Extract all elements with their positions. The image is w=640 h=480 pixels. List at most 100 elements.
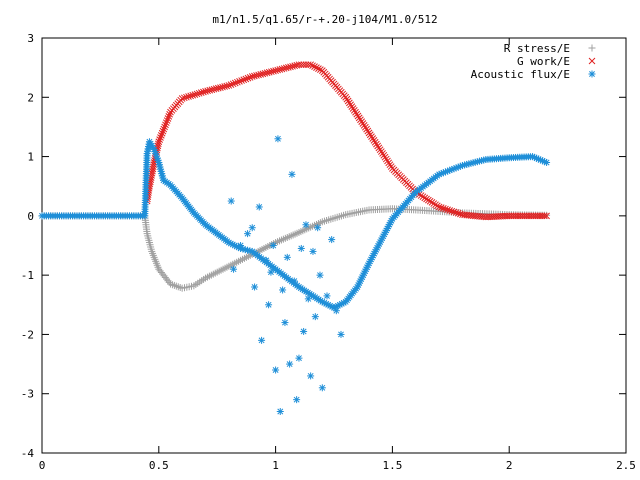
data-point bbox=[302, 221, 310, 229]
data-point bbox=[210, 85, 218, 93]
data-point bbox=[214, 84, 222, 92]
data-point bbox=[265, 301, 273, 309]
data-point bbox=[295, 354, 303, 362]
data-point bbox=[227, 197, 235, 205]
legend-marker bbox=[588, 44, 596, 52]
data-point bbox=[281, 319, 289, 327]
data-point bbox=[259, 70, 267, 78]
data-point bbox=[307, 61, 314, 69]
data-point bbox=[309, 247, 317, 255]
data-point bbox=[159, 127, 167, 135]
series-2 bbox=[38, 138, 551, 312]
data-point bbox=[244, 74, 252, 82]
data-point bbox=[155, 138, 163, 146]
data-point bbox=[253, 72, 260, 79]
data-point bbox=[244, 230, 252, 238]
data-point bbox=[164, 115, 172, 122]
data-point bbox=[276, 66, 284, 73]
data-point bbox=[283, 253, 291, 261]
data-point bbox=[541, 212, 548, 220]
data-point bbox=[272, 67, 279, 74]
data-point bbox=[200, 88, 207, 96]
data-point bbox=[265, 68, 273, 76]
y-tick-label: -1 bbox=[21, 269, 34, 282]
data-point bbox=[280, 65, 288, 72]
data-point bbox=[154, 140, 162, 148]
legend-label: Acoustic flux/E bbox=[471, 68, 570, 81]
plot-frame bbox=[41, 37, 627, 454]
data-point bbox=[267, 268, 275, 276]
data-point bbox=[251, 72, 258, 80]
data-point bbox=[288, 170, 296, 178]
data-point bbox=[204, 87, 211, 95]
data-point bbox=[158, 129, 166, 137]
data-point bbox=[225, 82, 233, 89]
data-point bbox=[251, 283, 259, 291]
data-point bbox=[212, 85, 220, 93]
y-tick-label: 1 bbox=[27, 151, 34, 164]
data-point bbox=[163, 117, 171, 124]
data-point bbox=[316, 271, 324, 279]
data-point bbox=[189, 91, 197, 99]
data-point bbox=[323, 292, 331, 300]
data-point bbox=[446, 207, 454, 214]
data-point bbox=[543, 159, 551, 166]
data-point bbox=[276, 408, 284, 415]
data-point bbox=[274, 135, 282, 143]
data-point bbox=[272, 366, 280, 374]
data-point bbox=[162, 121, 169, 129]
data-point bbox=[262, 256, 270, 264]
y-tick-label: -4 bbox=[21, 447, 35, 460]
data-point bbox=[311, 63, 318, 71]
data-point bbox=[237, 242, 245, 249]
data-point bbox=[337, 330, 345, 338]
data-point bbox=[230, 265, 238, 273]
data-point bbox=[238, 77, 245, 84]
data-point bbox=[311, 313, 319, 321]
data-point bbox=[195, 89, 203, 97]
data-point bbox=[284, 64, 292, 71]
data-point bbox=[309, 62, 316, 70]
data-point bbox=[314, 224, 322, 232]
data-point bbox=[178, 95, 186, 102]
data-point bbox=[450, 208, 458, 216]
data-point bbox=[304, 295, 312, 303]
data-point bbox=[236, 78, 243, 85]
data-point bbox=[221, 83, 228, 90]
data-point bbox=[448, 207, 456, 215]
data-point bbox=[160, 125, 168, 133]
data-point bbox=[208, 86, 216, 94]
data-point bbox=[242, 75, 250, 83]
legend-label: G work/E bbox=[517, 55, 570, 68]
x-tick-label: 2 bbox=[506, 459, 513, 472]
data-point bbox=[161, 123, 168, 131]
data-point bbox=[332, 307, 340, 315]
y-tick-label: -3 bbox=[21, 388, 34, 401]
data-point bbox=[248, 224, 256, 232]
data-point bbox=[269, 242, 277, 249]
data-point bbox=[287, 63, 294, 71]
data-point bbox=[197, 89, 205, 97]
data-point bbox=[206, 86, 214, 94]
data-point bbox=[278, 65, 286, 73]
data-point bbox=[227, 81, 235, 88]
data-point bbox=[180, 94, 188, 102]
x-tick-label: 1 bbox=[272, 459, 279, 472]
data-point bbox=[290, 277, 298, 285]
y-tick-label: 2 bbox=[27, 91, 34, 104]
data-point bbox=[291, 62, 299, 70]
data-point bbox=[219, 83, 226, 91]
data-point bbox=[267, 68, 275, 76]
data-point bbox=[187, 92, 195, 100]
data-point bbox=[279, 286, 287, 294]
data-point bbox=[261, 69, 269, 77]
x-axis: 0 0.5 1 1.5 2 2.5 bbox=[39, 38, 636, 472]
y-tick-label: -2 bbox=[21, 328, 34, 341]
data-point bbox=[274, 66, 282, 74]
data-point bbox=[217, 84, 224, 91]
data-point bbox=[328, 236, 336, 244]
legend-marker bbox=[588, 57, 596, 65]
data-point bbox=[307, 372, 315, 380]
